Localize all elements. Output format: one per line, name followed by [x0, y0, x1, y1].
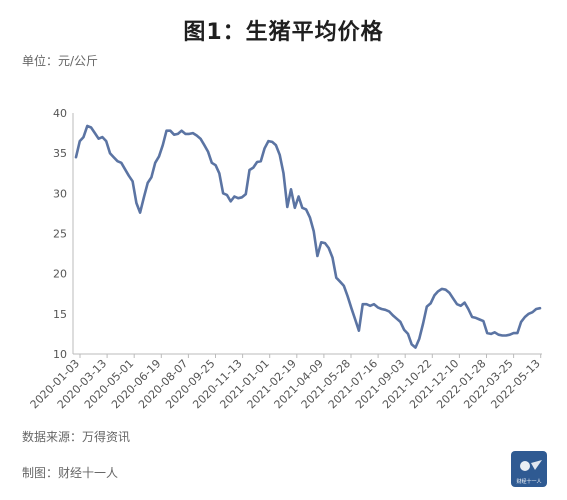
y-tick-label: 30: [53, 187, 67, 200]
y-tick-label: 25: [53, 228, 67, 241]
unit-label: 单位：元/公斤: [22, 54, 99, 68]
y-tick-label: 40: [53, 107, 67, 120]
y-tick-label: 20: [53, 268, 67, 281]
y-tick-label: 10: [53, 348, 67, 361]
y-tick-label: 15: [53, 308, 67, 321]
logo-text: 财经十一人: [516, 479, 542, 485]
y-tick-label: 35: [53, 147, 67, 160]
chart-maker: 制图：财经十一人: [22, 466, 119, 480]
paper-plane-icon: [520, 460, 542, 471]
line-chart: 101520253035402020-01-032020-03-132020-0…: [28, 107, 543, 411]
brand-logo: 财经十一人: [511, 451, 547, 487]
data-source: 数据来源：万得资讯: [22, 430, 131, 444]
chart-title: 图1：生猪平均价格: [183, 20, 384, 45]
series-line-hog-price: [74, 124, 542, 349]
